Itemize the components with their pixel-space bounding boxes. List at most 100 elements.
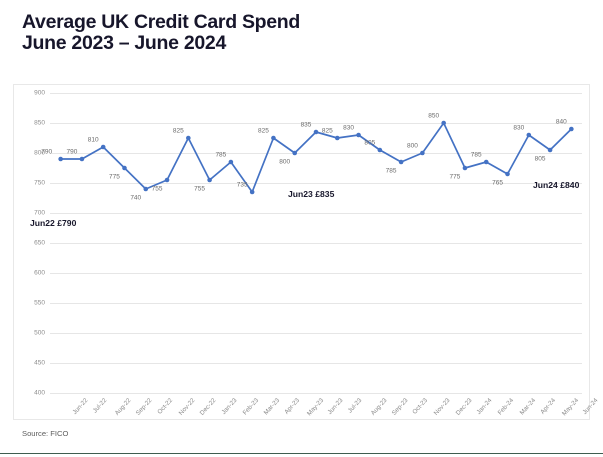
data-point-marker [483, 159, 489, 165]
page-title: Average UK Credit Card Spend June 2023 –… [22, 12, 300, 54]
gridline [50, 303, 582, 304]
data-point-label: 765 [492, 179, 503, 187]
data-point-marker [356, 132, 361, 138]
data-point-marker [377, 147, 383, 153]
data-point-label: 825 [321, 127, 333, 135]
data-point-label: 805 [534, 155, 546, 163]
gridline [50, 243, 582, 244]
data-point-marker [569, 126, 574, 132]
x-axis-tick-label: Aug-22 [113, 397, 133, 417]
data-point-marker [505, 171, 510, 177]
data-point-marker [186, 135, 191, 141]
data-point-label: 800 [279, 158, 291, 166]
data-point-label: 775 [109, 173, 120, 181]
x-axis-tick-label: Jan-23 [219, 397, 239, 417]
x-axis-tick-label: May-23 [305, 397, 325, 418]
data-point-label: 810 [87, 136, 99, 144]
y-axis-tick-label: 500 [34, 329, 45, 337]
y-axis-tick-label: 800 [34, 149, 45, 157]
data-point-marker [249, 189, 255, 195]
data-point-label: 840 [555, 118, 567, 126]
x-axis-tick-label: Apr-23 [283, 397, 302, 416]
x-axis-tick-label: Jul-23 [346, 397, 364, 415]
data-point-label: 755 [151, 185, 163, 193]
data-point-marker [122, 165, 127, 171]
data-point-label: 775 [449, 173, 461, 181]
data-point-marker [441, 120, 446, 126]
data-point-marker [334, 135, 340, 141]
y-axis-tick-label: 400 [34, 389, 45, 397]
plot-area: 900 850 800 750 700 650 600 550 500 450 400 790 790… [34, 90, 600, 418]
data-point-label: 835 [300, 121, 312, 129]
y-axis-tick-label: 850 [34, 119, 45, 127]
y-axis-tick-label: 900 [34, 89, 45, 97]
data-point-label: 830 [513, 124, 525, 132]
data-point-marker [100, 144, 106, 150]
gridline [50, 213, 582, 214]
x-axis-tick-label: Sep-22 [135, 397, 154, 417]
data-point-label: 790 [41, 148, 53, 156]
data-point-label: 850 [428, 112, 440, 120]
y-axis-tick-label: 750 [34, 179, 45, 187]
data-point-marker [420, 150, 425, 156]
data-point-label: 790 [66, 148, 78, 156]
gridline [50, 183, 582, 184]
data-point-marker [58, 156, 63, 162]
x-axis-tick-label: Dec-23 [454, 397, 474, 417]
title-line-1: Average UK Credit Card Spend [22, 11, 301, 33]
data-point-marker [547, 147, 553, 153]
gridline [50, 273, 582, 274]
data-point-marker [271, 135, 276, 141]
data-point-label: 785 [215, 151, 227, 159]
callout-annotation: Jun22 £790 [30, 218, 77, 228]
data-point-marker [79, 156, 85, 162]
data-point-label: 735 [236, 181, 248, 189]
y-axis-tick-label: 550 [34, 299, 45, 307]
x-axis-tick-label: Aug-23 [369, 397, 389, 417]
x-axis-tick-label: Jun-22 [70, 397, 90, 417]
title-line-2: June 2023 – June 2024 [22, 32, 227, 54]
data-point-label: 785 [385, 167, 397, 175]
source-note: Source: FICO [22, 429, 69, 438]
gridline [50, 123, 582, 124]
data-point-marker [526, 132, 532, 138]
chart-container: 900 850 800 750 700 650 600 550 500 450 400 790 790… [13, 84, 600, 420]
bottom-rule [0, 452, 603, 454]
data-point-marker [228, 159, 234, 165]
x-axis-tick-label: Feb-23 [241, 397, 261, 417]
data-point-marker [462, 165, 468, 171]
data-point-marker [398, 159, 404, 165]
data-point-label: 755 [194, 185, 206, 193]
x-axis-tick-label: Sep-23 [390, 397, 410, 417]
x-axis-tick-label: Jan-24 [475, 397, 494, 417]
data-point-marker [164, 177, 170, 183]
x-axis-tick-label: Feb-24 [496, 397, 516, 417]
x-axis-tick-label: Dec-22 [199, 397, 218, 417]
x-axis-tick-label: Oct-23 [411, 397, 430, 416]
line-series [58, 120, 574, 195]
y-axis-tick-label: 650 [34, 239, 45, 247]
y-axis-tick-label: 450 [34, 359, 45, 367]
data-point-label: 800 [406, 142, 418, 150]
data-point-label: 830 [343, 124, 354, 132]
data-point-marker [143, 186, 149, 192]
data-point-label: 740 [130, 194, 142, 202]
gridline [50, 333, 582, 334]
data-point-label: 785 [470, 151, 482, 159]
x-axis-tick-label: Jun-24 [581, 397, 600, 417]
x-axis-tick-label: Mar-23 [262, 397, 282, 417]
data-point-marker [207, 177, 212, 183]
gridline [50, 363, 582, 364]
y-axis-tick-label: 700 [34, 209, 45, 217]
x-axis-tick-label: Nov-22 [177, 397, 197, 417]
x-axis-tick-label: May-24 [561, 397, 581, 418]
x-axis-tick-label: Apr-24 [539, 397, 557, 416]
data-point-label: 825 [258, 127, 269, 135]
gridline [50, 93, 582, 94]
data-point-label: 825 [172, 127, 184, 135]
data-point-label: 805 [364, 139, 376, 147]
x-axis-tick-label: Jun-23 [326, 397, 345, 417]
x-axis-tick-label: Nov-23 [433, 397, 452, 417]
callout-annotation: Jun23 £835 [288, 189, 335, 199]
x-axis-tick-label: Jul-22 [91, 397, 109, 415]
